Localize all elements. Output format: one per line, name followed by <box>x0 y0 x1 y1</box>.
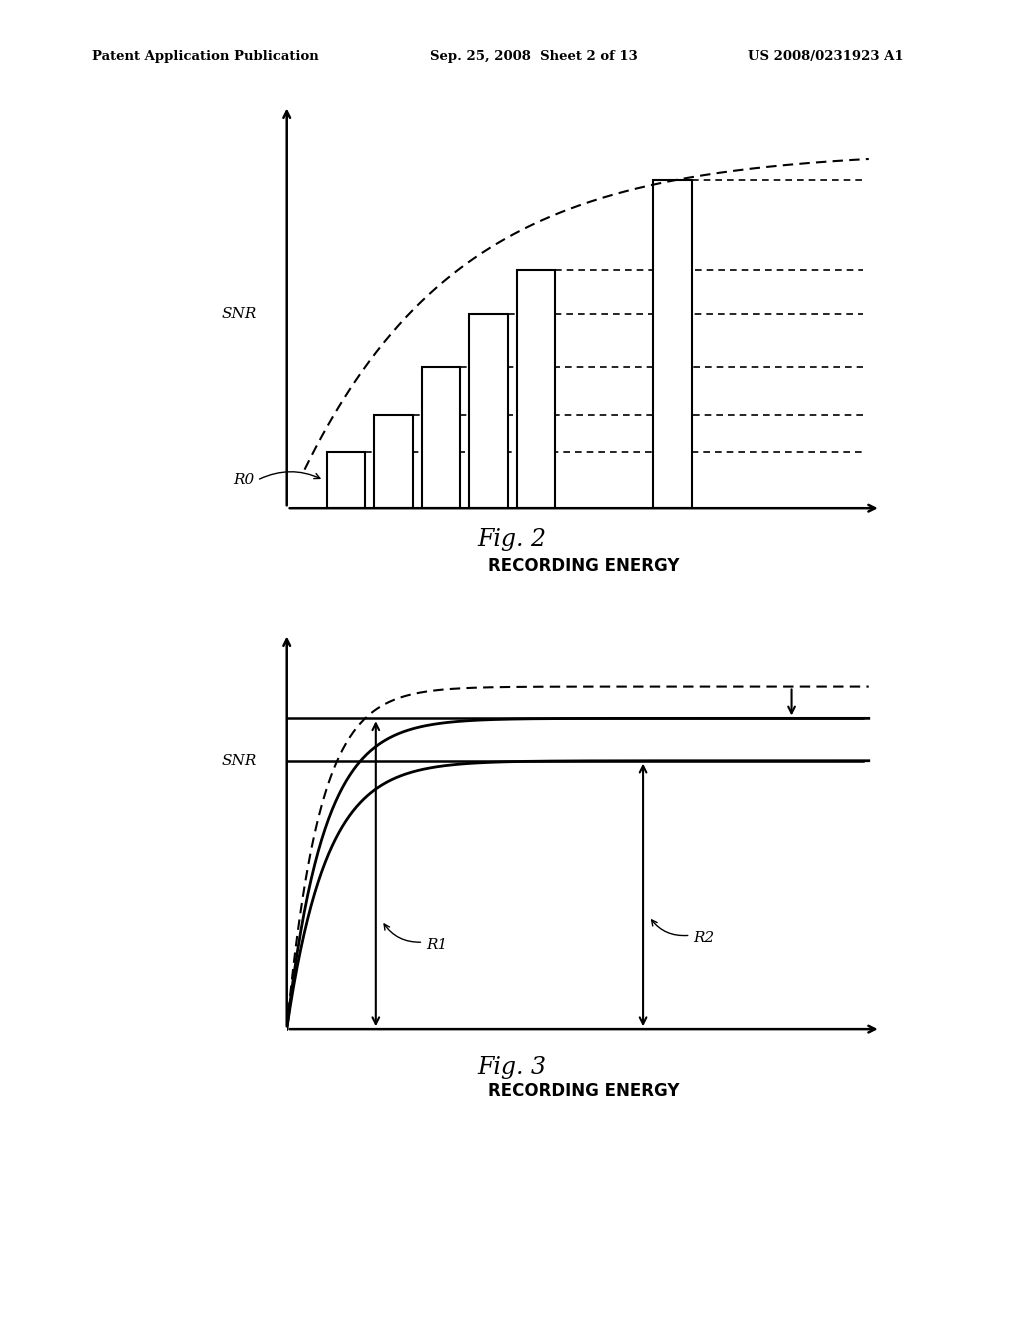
Text: US 2008/0231923 A1: US 2008/0231923 A1 <box>748 50 903 63</box>
Text: RECORDING ENERGY: RECORDING ENERGY <box>487 1082 680 1100</box>
Text: SNR: SNR <box>221 308 257 321</box>
Bar <box>653 180 692 508</box>
Text: Fig. 3: Fig. 3 <box>477 1056 547 1078</box>
Bar <box>375 414 413 508</box>
Text: Sep. 25, 2008  Sheet 2 of 13: Sep. 25, 2008 Sheet 2 of 13 <box>430 50 638 63</box>
Text: R1: R1 <box>426 939 447 952</box>
Text: R0: R0 <box>232 474 254 487</box>
Bar <box>469 314 508 508</box>
Text: R2: R2 <box>693 931 715 945</box>
Text: Patent Application Publication: Patent Application Publication <box>92 50 318 63</box>
Text: RECORDING ENERGY: RECORDING ENERGY <box>487 557 680 574</box>
Text: SNR: SNR <box>221 754 257 768</box>
Text: Fig. 2: Fig. 2 <box>477 528 547 550</box>
Bar <box>422 367 461 508</box>
Bar <box>327 453 366 508</box>
Bar <box>517 269 555 508</box>
